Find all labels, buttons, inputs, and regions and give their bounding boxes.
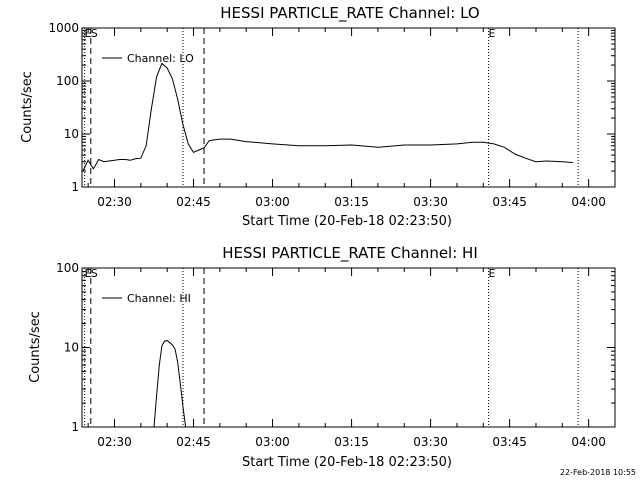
y-tick-label: 1: [71, 420, 79, 434]
x-tick-label: 04:00: [571, 195, 606, 209]
series-line: [153, 340, 187, 427]
x-axis-label: Start Time (20-Feb-18 02:23:50): [242, 214, 452, 229]
x-tick-label: 03:30: [413, 435, 448, 449]
flag-label: S: [91, 27, 98, 40]
flag-label: E: [489, 267, 496, 280]
y-tick-label: 1000: [48, 21, 79, 35]
y-tick-label: 1: [71, 180, 79, 194]
panel-lo: HESSI PARTICLE_RATE Channel: LO Start Ti…: [20, 4, 616, 229]
x-tick-label: 03:00: [255, 195, 290, 209]
x-tick-label: 04:00: [571, 435, 606, 449]
y-tick-label: 10: [64, 127, 79, 141]
x-tick-label: 02:45: [176, 435, 211, 449]
x-tick-label: 03:15: [334, 195, 369, 209]
x-tick-label: 02:30: [97, 435, 132, 449]
x-tick-label: 03:45: [492, 435, 527, 449]
chart-title: HESSI PARTICLE_RATE Channel: HI: [222, 244, 478, 263]
x-tick-label: 03:45: [492, 195, 527, 209]
plot-frame: [81, 27, 616, 188]
series-line: [82, 62, 573, 172]
y-tick-label: 100: [56, 261, 79, 275]
x-tick-label: 03:30: [413, 195, 448, 209]
flag-label: S: [91, 267, 98, 280]
y-tick-label: 10: [64, 341, 79, 355]
legend-entry: Channel: HI: [127, 292, 191, 305]
legend-entry: Channel: LO: [127, 52, 194, 65]
panel-hi: HESSI PARTICLE_RATE Channel: HI Start Ti…: [28, 244, 616, 470]
x-tick-label: 03:15: [334, 435, 369, 449]
flag-label: E: [489, 27, 496, 40]
y-axis-label: Counts/sec: [28, 311, 43, 383]
flag-label: E: [85, 267, 92, 280]
x-axis-label: Start Time (20-Feb-18 02:23:50): [242, 455, 452, 470]
flag-label: E: [85, 27, 92, 40]
y-axis-label: Counts/sec: [20, 71, 35, 143]
x-tick-label: 02:45: [176, 195, 211, 209]
x-tick-label: 02:30: [97, 195, 132, 209]
y-tick-label: 100: [56, 74, 79, 88]
chart-title: HESSI PARTICLE_RATE Channel: LO: [220, 4, 479, 23]
x-tick-label: 03:00: [255, 435, 290, 449]
footer-timestamp: 22-Feb-2018 10:55: [560, 468, 636, 477]
